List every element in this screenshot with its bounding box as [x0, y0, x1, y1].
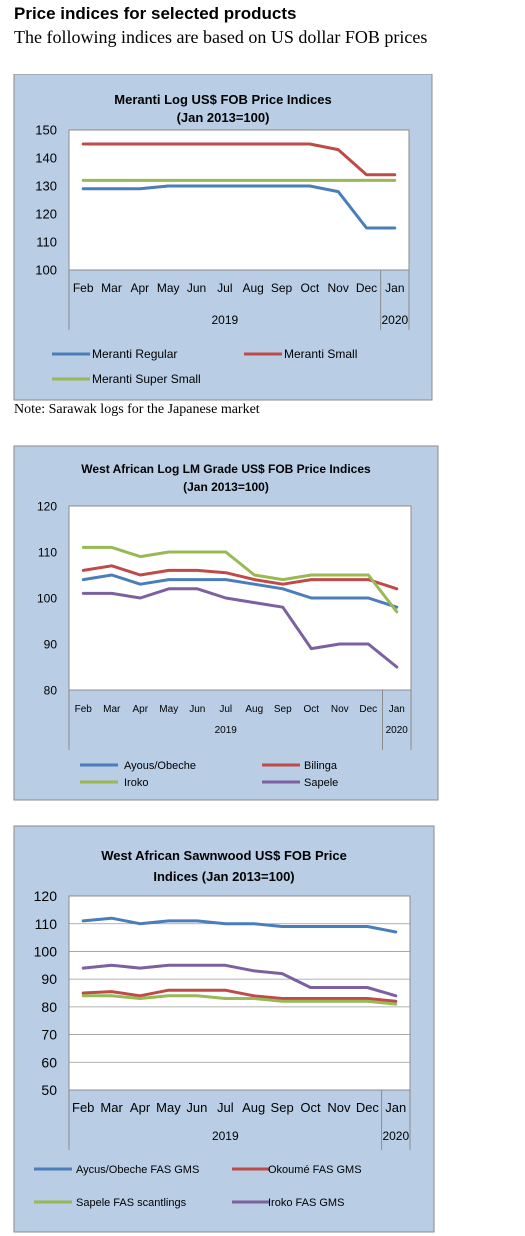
legend-label: Okoumé FAS GMS: [268, 1164, 362, 1176]
x-tick-label: Nov: [327, 281, 348, 295]
x-year-label: 2019: [212, 1129, 239, 1143]
series-line-3: [81, 994, 398, 1006]
legend-label: Iroko: [124, 777, 148, 789]
x-tick-label: Feb: [73, 281, 94, 295]
legend-label: Meranti Small: [284, 347, 357, 361]
y-tick-label: 100: [37, 591, 57, 605]
legend-label: Meranti Super Small: [92, 372, 201, 386]
y-tick-label: 90: [41, 971, 57, 987]
x-year-label: 2020: [381, 313, 408, 327]
y-tick-label: 120: [37, 499, 57, 513]
plot-area: [68, 129, 410, 271]
series-line-2: [81, 142, 397, 177]
x-tick-label: Oct: [300, 1100, 321, 1115]
x-tick-label: Jun: [187, 281, 206, 295]
chart-subtitle: (Jan 2013=100): [183, 480, 269, 494]
series-line-1: [81, 184, 397, 230]
x-tick-label: May: [156, 1100, 181, 1115]
chart-subtitle: Indices (Jan 2013=100): [153, 869, 294, 884]
x-tick-label: Sep: [271, 1100, 294, 1115]
series-line-4: [81, 963, 398, 998]
page-subheading: The following indices are based on US do…: [14, 27, 428, 47]
y-tick-label: 110: [36, 235, 57, 250]
x-tick-label: Jul: [217, 281, 232, 295]
x-year-label: 2020: [382, 1129, 409, 1143]
y-tick-label: 110: [38, 545, 57, 559]
chart-title: West African Sawnwood US$ FOB Price: [101, 848, 347, 863]
y-tick-label: 150: [35, 123, 57, 138]
x-tick-label: Jan: [385, 1100, 406, 1115]
y-tick-label: 110: [35, 916, 58, 932]
series-line-1: [81, 916, 398, 934]
meranti-log-chart: Meranti Log US$ FOB Price Indices (Jan 20…: [13, 74, 433, 401]
x-tick-label: Sep: [274, 704, 292, 715]
chart-title: Meranti Log US$ FOB Price Indices: [114, 92, 331, 107]
x-tick-label: May: [157, 281, 180, 295]
x-tick-label: Jun: [189, 704, 205, 715]
west-african-log-chart: West African Log LM Grade US$ FOB Price …: [13, 445, 439, 801]
legend-label: Sapele FAS scantlings: [76, 1197, 187, 1209]
y-tick-label: 50: [41, 1082, 57, 1098]
x-year-label: 2019: [211, 313, 238, 327]
x-tick-label: Aug: [242, 281, 263, 295]
series-line-3: [81, 545, 399, 614]
x-tick-label: Nov: [327, 1100, 351, 1115]
x-tick-label: Dec: [356, 281, 377, 295]
series-line-2: [81, 564, 399, 591]
x-year-label: 2019: [215, 725, 238, 736]
page-heading: Price indices for selected products: [14, 4, 297, 23]
legend-label: Meranti Regular: [92, 347, 177, 361]
chart-title: West African Log LM Grade US$ FOB Price …: [81, 462, 371, 476]
x-tick-label: Jan: [389, 704, 405, 715]
x-tick-label: Apr: [132, 704, 148, 715]
x-tick-label: Mar: [101, 281, 122, 295]
x-tick-label: Oct: [303, 704, 319, 715]
x-tick-label: Mar: [100, 1100, 123, 1115]
legend-label: Ayous/Obeche: [124, 760, 196, 772]
y-tick-label: 100: [35, 263, 57, 278]
x-tick-label: Nov: [331, 704, 349, 715]
x-tick-label: Jan: [385, 281, 404, 295]
y-tick-label: 100: [34, 943, 58, 959]
x-tick-label: Dec: [356, 1100, 380, 1115]
series-line-2: [81, 988, 398, 1003]
y-tick-label: 70: [41, 1027, 57, 1043]
legend-label: Aycus/Obeche FAS GMS: [76, 1164, 199, 1176]
y-tick-label: 60: [41, 1054, 57, 1070]
legend-label: Bilinga: [304, 760, 338, 772]
x-tick-label: May: [159, 704, 178, 715]
west-african-sawnwood-chart: West African Sawnwood US$ FOB Price Indic…: [13, 825, 435, 1233]
x-tick-label: Apr: [130, 1100, 151, 1115]
y-tick-label: 90: [44, 637, 58, 651]
x-tick-label: Jul: [217, 1100, 234, 1115]
y-tick-label: 140: [35, 151, 57, 166]
x-tick-label: Oct: [300, 281, 319, 295]
x-tick-label: Aug: [245, 704, 263, 715]
meranti-note: Note: Sarawak logs for the Japanese mark…: [14, 402, 260, 417]
x-tick-label: Aug: [242, 1100, 265, 1115]
x-tick-label: Sep: [271, 281, 293, 295]
x-tick-label: Jun: [186, 1100, 207, 1115]
y-tick-label: 130: [35, 179, 57, 194]
legend-label: Iroko FAS GMS: [268, 1197, 344, 1209]
y-tick-label: 80: [41, 999, 57, 1015]
chart-subtitle: (Jan 2013=100): [177, 110, 270, 125]
x-tick-label: Feb: [75, 704, 93, 715]
x-tick-label: Jul: [219, 704, 232, 715]
y-tick-label: 120: [35, 207, 57, 222]
x-tick-label: Dec: [359, 704, 377, 715]
x-tick-label: Mar: [103, 704, 121, 715]
series-line-1: [81, 573, 399, 609]
x-tick-label: Apr: [130, 281, 149, 295]
y-tick-label: 80: [44, 683, 58, 697]
x-tick-label: Feb: [72, 1100, 94, 1115]
y-tick-label: 120: [34, 888, 58, 904]
legend-label: Sapele: [304, 777, 338, 789]
x-year-label: 2020: [386, 725, 409, 736]
series-line-4: [81, 587, 399, 669]
